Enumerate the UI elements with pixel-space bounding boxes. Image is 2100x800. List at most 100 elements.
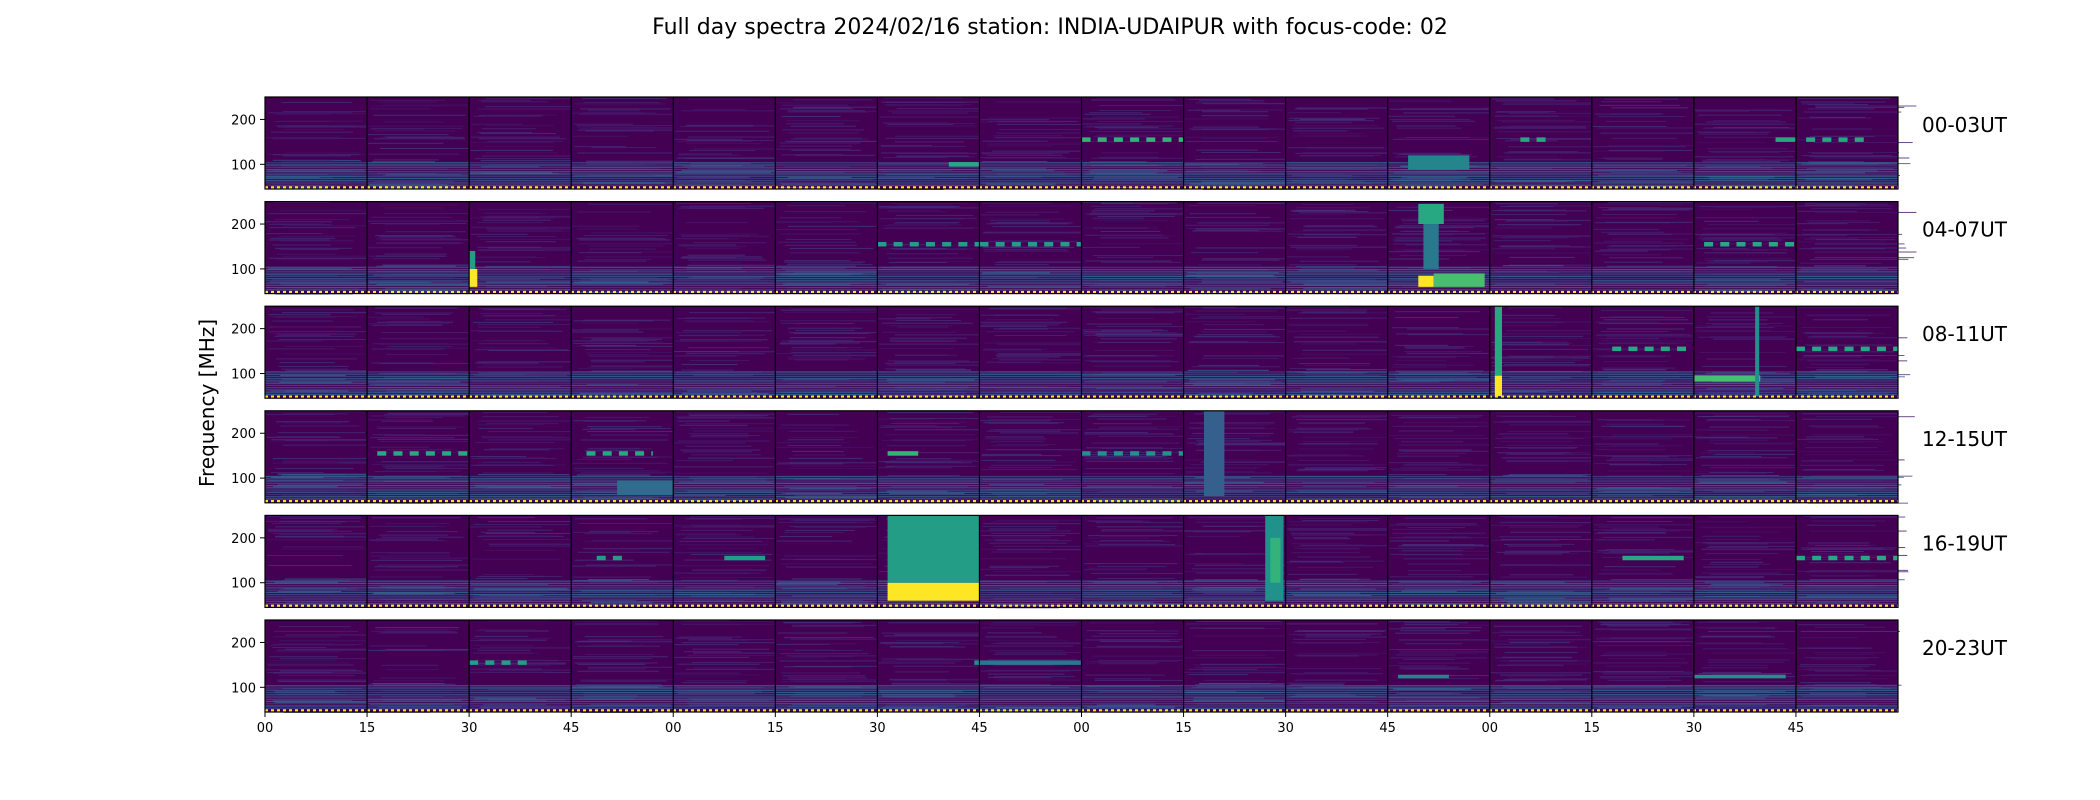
spectrum-texture-line: [1805, 220, 1870, 222]
spectrum-band: [571, 286, 674, 289]
spectrum-texture-line: [277, 590, 342, 592]
spectrum-texture-line: [572, 283, 663, 285]
spectrum-band: [1183, 175, 1286, 177]
spectrum-texture-line: [282, 255, 373, 257]
spectrum-texture-line: [590, 127, 691, 129]
spectrum-band: [1183, 480, 1286, 482]
spectrum-texture-line: [1808, 442, 1864, 444]
spectrum-texture-line: [1303, 287, 1396, 289]
spectrum-texture-line: [1086, 447, 1163, 449]
spectrum-texture-line: [681, 579, 738, 581]
spectrum-texture-line: [982, 161, 1048, 163]
spectrum-texture-line: [478, 330, 563, 332]
spectrum-band: [469, 266, 572, 269]
spectrum-band: [877, 271, 980, 273]
spectrum-band: [1285, 375, 1388, 378]
spectrum-band: [265, 386, 368, 389]
spectrum-texture-line: [582, 396, 638, 398]
spectrum-band: [367, 489, 470, 491]
spectrum-band: [1183, 280, 1286, 282]
spectrum-texture-line: [1490, 672, 1592, 674]
burst-event: [1755, 306, 1760, 396]
spectrum-texture-line: [786, 413, 840, 415]
spectrum-band: [1183, 384, 1286, 387]
spectrum-band: [1387, 173, 1490, 175]
spectrum-texture-line: [585, 416, 650, 418]
spectrum-texture-line: [585, 345, 678, 347]
spectrum-texture-line: [367, 134, 449, 136]
spectrum-texture-line: [584, 533, 653, 535]
spectrum-texture-line: [1507, 307, 1563, 309]
spectrum-texture-line: [1804, 238, 1859, 240]
spectrum-band: [1693, 168, 1796, 171]
spectrum-texture-line: [1708, 150, 1806, 152]
spectrum-texture-line: [1393, 364, 1447, 366]
spectrum-band: [1591, 162, 1694, 164]
spectrum-texture-line: [1395, 359, 1447, 361]
spectrum-panel: [673, 201, 787, 295]
spectrum-texture-line: [675, 534, 742, 536]
spectrum-texture-line: [1497, 664, 1564, 666]
spectrum-texture-line: [1299, 212, 1392, 214]
spectrum-band: [265, 700, 368, 703]
spectrum-texture-line: [1698, 238, 1779, 240]
spectrum-texture-line: [1503, 159, 1604, 161]
spectrum-texture-line: [794, 272, 877, 274]
spectrum-texture-line: [891, 486, 968, 488]
spectrum-texture-line: [1096, 645, 1161, 647]
spectrum-texture-line: [687, 247, 740, 249]
spectrum-texture-line: [1814, 157, 1910, 159]
spectrum-texture-line: [272, 320, 333, 322]
spectrum-band: [1489, 168, 1592, 171]
spectrum-texture-line: [272, 462, 338, 464]
spectrum-texture-line: [586, 351, 688, 353]
spectrum-texture-line: [687, 490, 777, 492]
spectrum-texture-line: [778, 187, 830, 189]
spectrum-band: [1285, 584, 1388, 587]
spectrum-band: [979, 175, 1082, 177]
spectrum-texture-line: [888, 622, 990, 624]
spectrum-band: [1285, 277, 1388, 280]
spectrum-band: [1387, 268, 1490, 271]
spectrum-texture-line: [1201, 357, 1279, 359]
spectrum-texture-line: [1490, 344, 1562, 346]
spectrum-band: [1285, 685, 1388, 687]
spectrum-band: [469, 691, 572, 694]
spectrum-texture-line: [1606, 336, 1706, 338]
spectrum-texture-line: [574, 470, 660, 472]
spectrum-band: [1183, 173, 1286, 175]
spectrum-texture-line: [776, 442, 850, 444]
spectrum-texture-line: [1808, 630, 1900, 632]
spectrum-band: [979, 275, 1082, 278]
spectrum-texture-line: [1708, 319, 1768, 321]
spectrum-texture-line: [574, 662, 658, 664]
spectrum-texture-line: [780, 108, 854, 110]
spectrum-texture-line: [896, 460, 995, 462]
spectrum-texture-line: [1201, 281, 1283, 283]
spectrum-band: [1591, 591, 1694, 594]
spectrum-band: [979, 598, 1082, 600]
spectrum-texture-line: [989, 567, 1049, 569]
spectrum-texture-line: [1810, 658, 1868, 660]
spectrum-band: [1081, 589, 1184, 591]
spectrum-band: [1387, 171, 1490, 173]
spectrum-texture-line: [781, 340, 853, 342]
spectrum-texture-line: [1698, 133, 1769, 135]
spectrum-band: [1387, 382, 1490, 384]
spectrum-texture-line: [1710, 583, 1783, 585]
spectrum-texture-line: [1099, 427, 1158, 429]
spectrum-band: [1795, 284, 1898, 287]
spectrum-texture-line: [1594, 222, 1671, 224]
spectrum-texture-line: [1710, 549, 1800, 551]
spectrum-texture-line: [1083, 569, 1147, 571]
spectrum-texture-line: [1404, 588, 1490, 590]
spectrum-texture-line: [987, 117, 1086, 119]
spectrum-texture-line: [1299, 260, 1380, 262]
spectrum-band: [979, 707, 1082, 709]
spectrum-texture-line: [1805, 344, 1893, 346]
spectrum-band: [673, 685, 776, 687]
spectrum-texture-line: [1601, 355, 1671, 357]
spectrum-texture-line: [1595, 628, 1692, 630]
panel-background: [673, 620, 776, 712]
spectrum-texture-line: [588, 111, 642, 113]
